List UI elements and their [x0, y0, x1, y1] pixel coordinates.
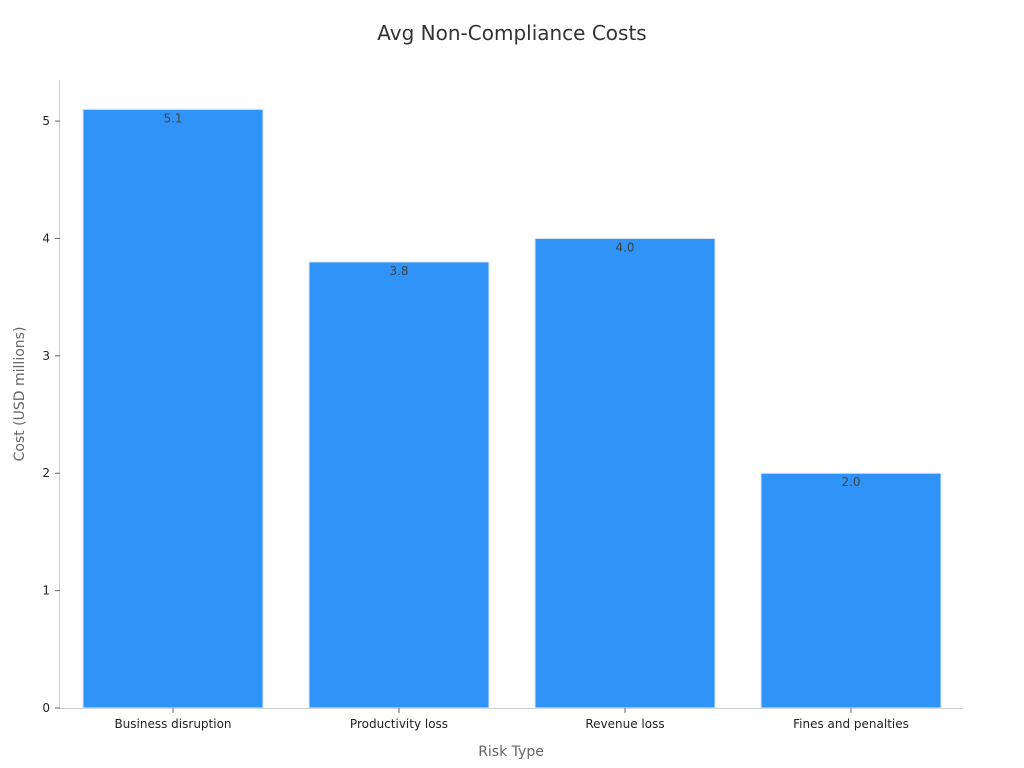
x-ticks-group: Business disruption Productivity loss Reve…	[114, 708, 909, 731]
x-tick-label-1: Productivity loss	[350, 717, 448, 731]
y-tick-label-2: 2	[42, 466, 50, 480]
y-tick-label-3: 3	[42, 349, 50, 363]
y-ticks-group: 0 1 2 3 4 5	[42, 114, 60, 715]
y-tick-label-1: 1	[42, 584, 50, 598]
bar-3	[760, 472, 942, 709]
x-tick-label-3: Fines and penalties	[793, 717, 909, 731]
data-label-1: 3.8	[389, 264, 408, 278]
y-axis-title: Cost (USD millions)	[12, 327, 28, 462]
x-tick-label-2: Revenue loss	[585, 717, 664, 731]
y-tick-label-4: 4	[42, 231, 50, 245]
y-tick-label-5: 5	[42, 114, 50, 128]
data-label-0: 5.1	[163, 111, 182, 125]
data-label-2: 4.0	[615, 240, 634, 254]
y-tick-label-0: 0	[42, 701, 50, 715]
data-label-3: 2.0	[841, 475, 860, 489]
x-axis-title: Risk Type	[478, 744, 544, 760]
chart-title: Avg Non-Compliance Costs	[377, 21, 646, 45]
bar-2	[534, 237, 716, 709]
bar-1	[308, 261, 490, 709]
x-tick-label-0: Business disruption	[114, 717, 231, 731]
bars-group: 5.1 3.8 4.0 2.0	[82, 108, 942, 709]
bar-0	[82, 108, 264, 709]
